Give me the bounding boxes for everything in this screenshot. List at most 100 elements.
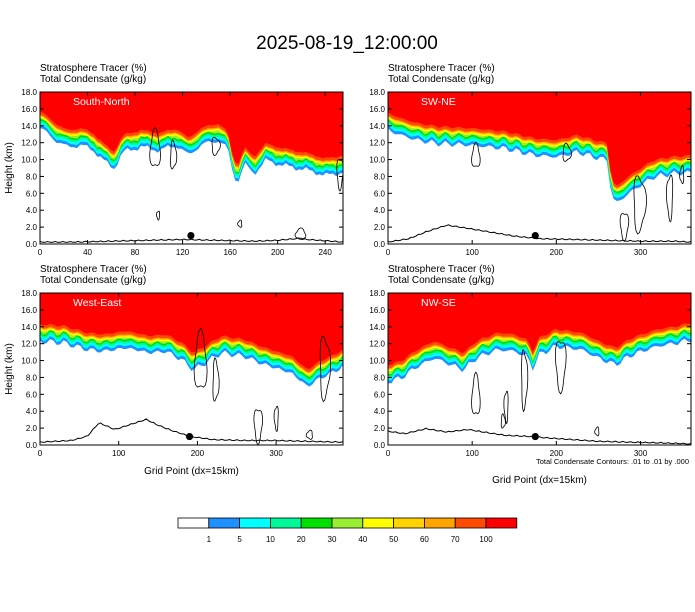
panel-south-north: Stratosphere Tracer (%)Total Condensate …	[4, 63, 344, 257]
condensate-contour	[336, 159, 343, 192]
x-tick-label: 0	[38, 449, 43, 458]
x-tick-label: 80	[131, 248, 140, 257]
x-tick-label: 200	[191, 449, 205, 458]
panel-sw-ne: Stratosphere Tracer (%)Total Condensate …	[369, 63, 692, 257]
colorbar-swatch	[454, 517, 487, 529]
condensate-contour	[503, 390, 509, 425]
condensate-contour	[237, 219, 243, 228]
tracer-fill	[388, 92, 691, 201]
x-tick-label: 300	[269, 449, 283, 458]
colorbar-label: 50	[389, 535, 398, 544]
location-marker	[531, 432, 539, 441]
location-marker	[531, 231, 539, 240]
condensate-contour	[253, 409, 264, 445]
colorbar-swatch	[300, 517, 333, 529]
x-tick-label: 200	[550, 248, 564, 257]
y-tick-label: 2.0	[374, 424, 386, 433]
y-tick-label: 6.0	[374, 390, 386, 399]
y-tick-label: 12.0	[369, 340, 385, 349]
location-marker	[185, 432, 194, 441]
condensate-contour	[679, 164, 685, 185]
condensate-contour	[666, 174, 674, 223]
condensate-contour	[170, 139, 178, 170]
colorbar-label: 70	[451, 535, 460, 544]
x-tick-label: 200	[271, 248, 285, 257]
y-tick-label: 12.0	[369, 139, 385, 148]
plot-frame	[39, 91, 344, 245]
x-tick-label: 300	[634, 248, 648, 257]
y-tick-label: 14.0	[21, 122, 37, 131]
y-tick-label: 14.0	[369, 122, 385, 131]
condensate-contour	[471, 371, 481, 415]
panel-label: NW-SE	[421, 297, 456, 309]
y-tick-label: 6.0	[374, 189, 386, 198]
x-tick-label: 100	[465, 449, 479, 458]
condensate-contour	[273, 405, 279, 432]
condensate-contour	[294, 227, 307, 239]
panel-label: West-East	[73, 297, 121, 309]
y-tick-label: 10.0	[369, 357, 385, 366]
panel-subtitle-condensate: Total Condensate (g/kg)	[40, 74, 146, 85]
colorbar-label: 60	[420, 535, 429, 544]
colorbar-label: 5	[237, 535, 242, 544]
condensate-contour	[619, 212, 630, 242]
condensate-contour	[156, 210, 160, 221]
panel-subtitle-tracer: Stratosphere Tracer (%)	[388, 63, 495, 74]
y-axis-label: Height (km)	[4, 142, 15, 194]
x-tick-label: 100	[465, 248, 479, 257]
condensate-contour	[193, 327, 208, 388]
panel-subtitle-tracer: Stratosphere Tracer (%)	[40, 264, 147, 275]
colorbar-label: 1	[207, 535, 212, 544]
x-tick-label: 40	[83, 248, 92, 257]
colorbar-swatch	[269, 517, 302, 529]
y-tick-label: 18.0	[21, 88, 37, 97]
y-tick-label: 4.0	[374, 407, 386, 416]
y-tick-label: 10.0	[21, 156, 37, 165]
tracer-fill	[40, 293, 343, 387]
y-tick-label: 8.0	[374, 373, 386, 382]
condensate-contour	[471, 141, 481, 167]
x-axis-label: Grid Point (dx=15km)	[492, 475, 587, 486]
colorbar-swatch	[485, 517, 518, 529]
x-tick-label: 160	[223, 248, 237, 257]
condensate-contour	[554, 340, 567, 395]
condensate-contour	[562, 142, 572, 162]
y-tick-label: 10.0	[369, 156, 385, 165]
condensate-contour	[149, 126, 162, 166]
y-tick-label: 4.0	[26, 206, 38, 215]
y-tick-label: 2.0	[26, 223, 38, 232]
colorbar-label: 40	[358, 535, 367, 544]
y-axis-label: Height (km)	[4, 343, 15, 395]
y-tick-label: 8.0	[26, 373, 38, 382]
tracer-fill	[40, 92, 343, 182]
x-tick-label: 200	[550, 449, 564, 458]
colorbar-label: 20	[297, 535, 306, 544]
colorbar-label: 100	[479, 535, 493, 544]
tracer-band-10	[40, 293, 343, 370]
tracer-band-10	[40, 92, 343, 164]
y-tick-label: 6.0	[26, 390, 38, 399]
contour-note: Total Condensate Contours: .01 to .01 by…	[536, 457, 689, 466]
panel-subtitle-condensate: Total Condensate (g/kg)	[388, 275, 494, 286]
x-axis-label: Grid Point (dx=15km)	[144, 466, 239, 477]
condensate-contour	[305, 429, 313, 440]
y-tick-label: 18.0	[369, 289, 385, 298]
condensate-contour	[633, 175, 647, 235]
y-tick-label: 8.0	[374, 172, 386, 181]
x-tick-label: 0	[38, 248, 43, 257]
x-tick-label: 240	[318, 248, 332, 257]
plot-frame	[387, 292, 692, 446]
y-tick-label: 16.0	[21, 306, 37, 315]
panels: Stratosphere Tracer (%)Total Condensate …	[4, 63, 692, 486]
location-marker	[187, 231, 195, 240]
y-tick-label: 16.0	[369, 105, 385, 114]
panel-subtitle-condensate: Total Condensate (g/kg)	[40, 275, 146, 286]
condensate-contour	[212, 357, 220, 402]
y-tick-label: 6.0	[26, 189, 38, 198]
condensate-contour	[500, 413, 506, 429]
colorbar-swatch	[331, 517, 364, 529]
panel-west-east: Stratosphere Tracer (%)Total Condensate …	[4, 264, 344, 477]
y-tick-label: 12.0	[21, 139, 37, 148]
panel-subtitle-tracer: Stratosphere Tracer (%)	[40, 63, 147, 74]
